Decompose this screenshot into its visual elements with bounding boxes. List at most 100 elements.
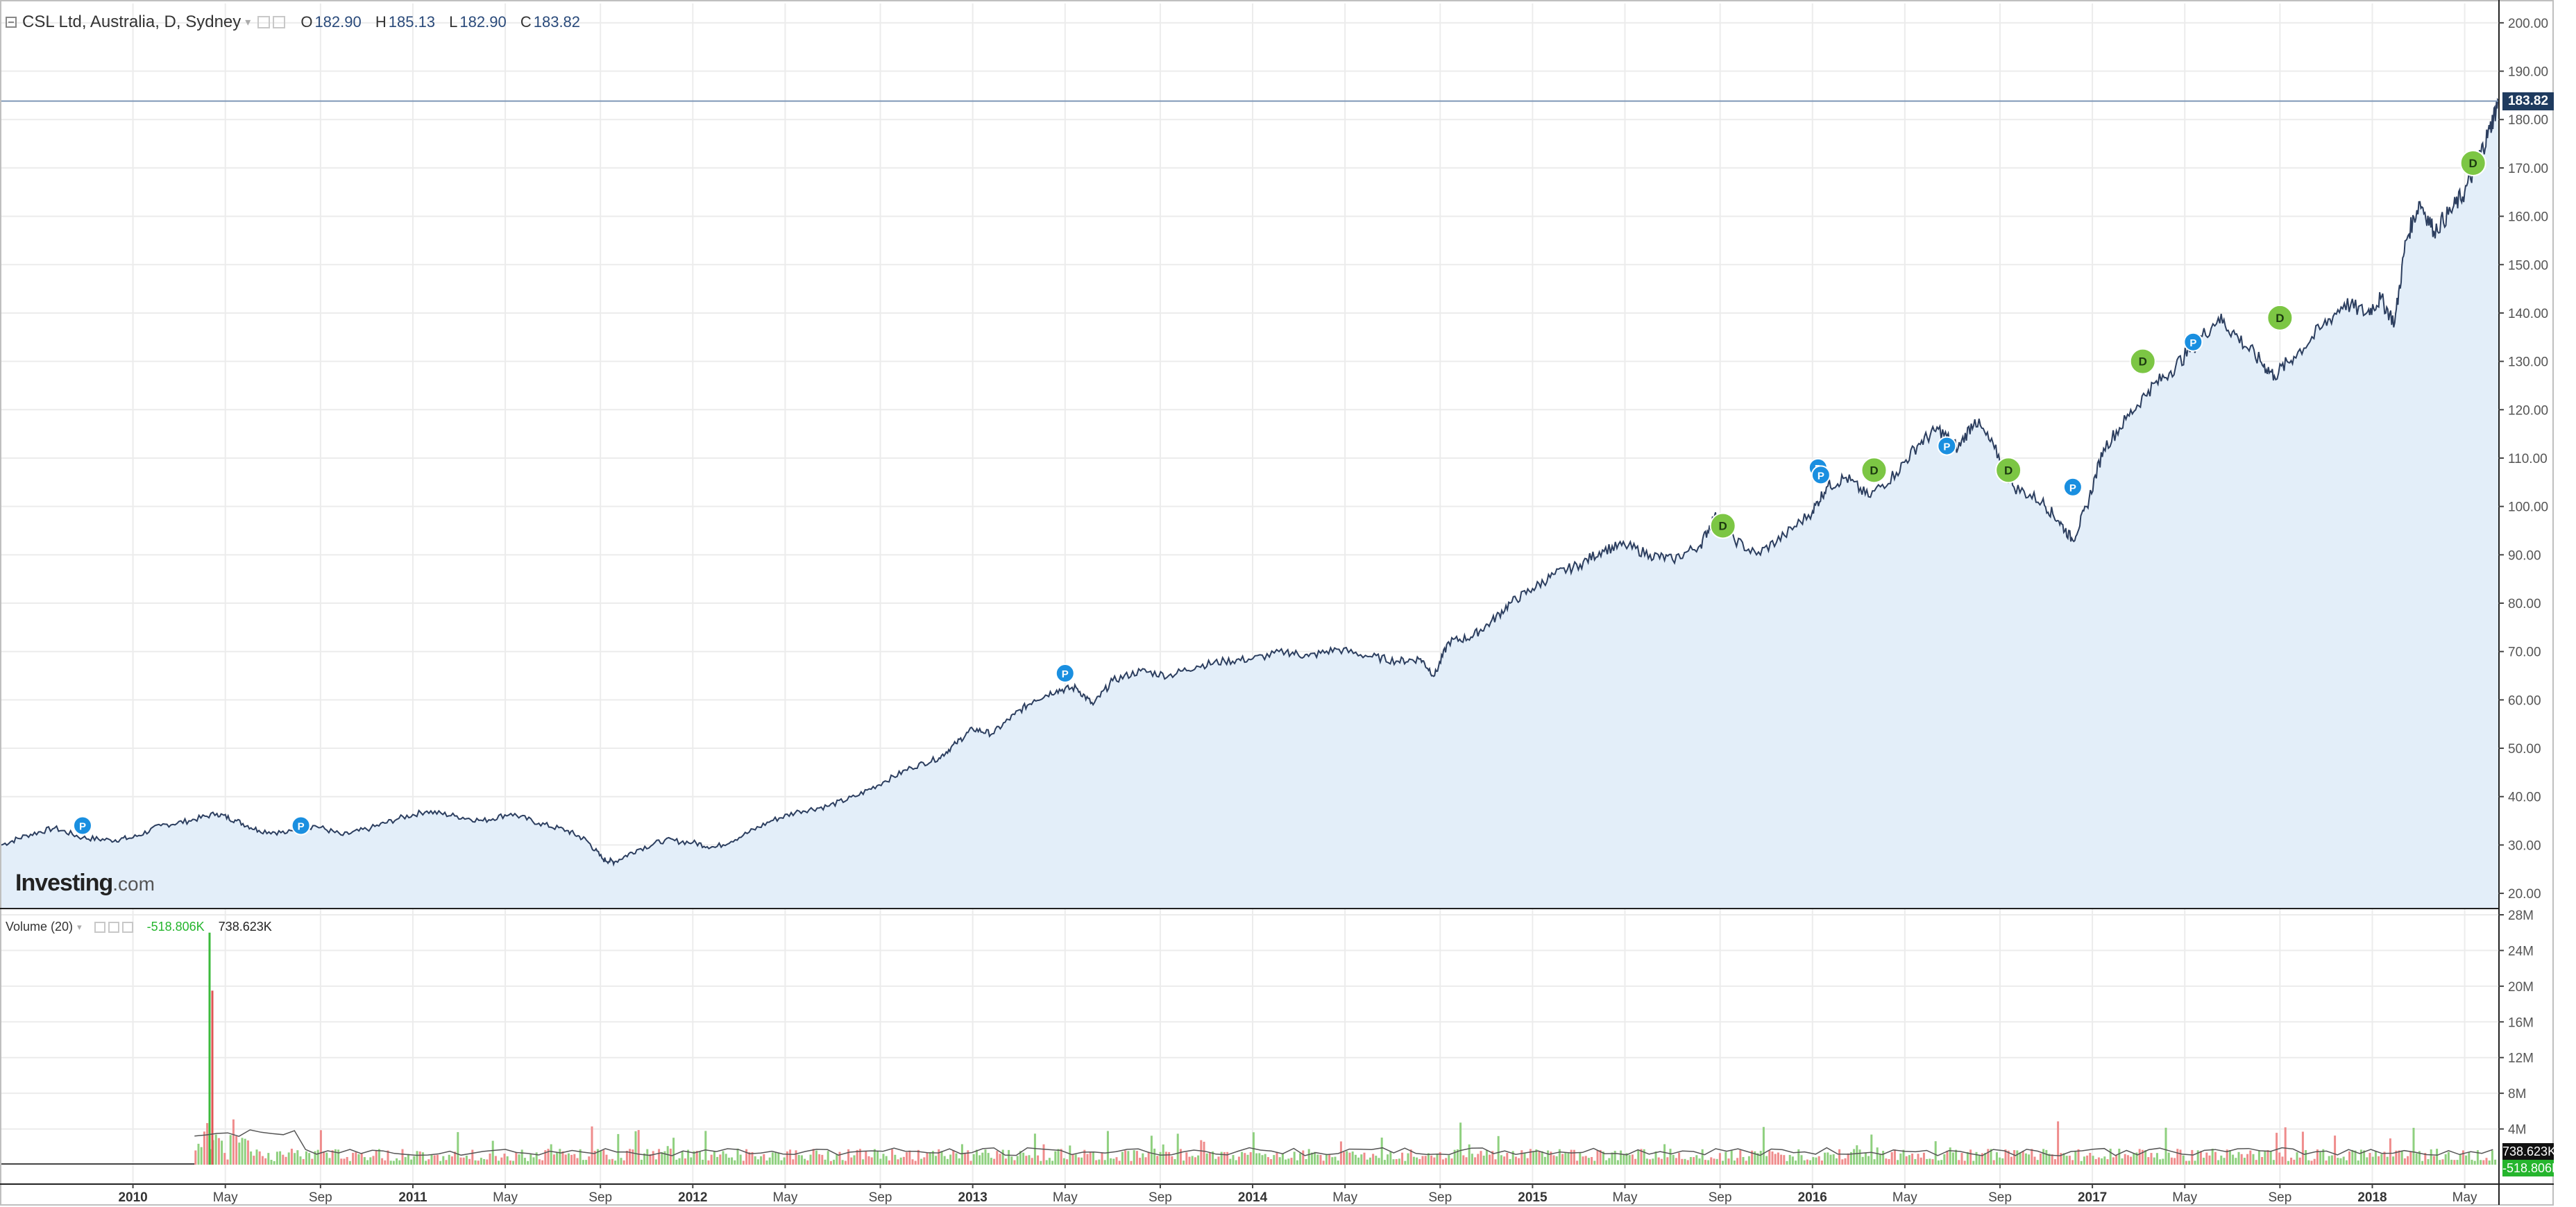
y-tick-label: 180.00: [2508, 113, 2548, 128]
volume-bar: [1745, 1160, 1747, 1165]
p-marker[interactable]: P: [1937, 436, 1957, 456]
volume-bar: [2436, 1149, 2439, 1165]
volume-bar: [194, 1150, 197, 1165]
dividend-marker[interactable]: D: [1995, 457, 2022, 484]
volume-bar: [2167, 1152, 2170, 1165]
marker-circle: [2266, 304, 2294, 331]
volume-bar: [806, 1160, 809, 1165]
volume-bar: [1086, 1154, 1089, 1165]
x-tick-label: 2014: [1238, 1190, 1268, 1205]
price-axis[interactable]: 200.00 190.00 180.00 170.00 160.00 150.00 140.…: [2498, 17, 2548, 902]
marker-circle: [2129, 348, 2156, 375]
volume-bar: [2301, 1131, 2304, 1165]
dividend-marker[interactable]: D: [2129, 348, 2156, 375]
volume-bar: [596, 1149, 599, 1165]
volume-bar: [1552, 1155, 1555, 1165]
volume-bar: [1179, 1149, 1182, 1165]
volume-bar: [498, 1160, 500, 1165]
p-marker[interactable]: P: [2183, 332, 2203, 352]
volume-bar: [547, 1149, 550, 1165]
volume-bar: [1450, 1158, 1453, 1165]
volume-bar: [2205, 1152, 2208, 1165]
volume-bar: [1445, 1158, 1448, 1165]
volume-axis[interactable]: 28M 24M 20M 16M 12M 8M 4M: [2498, 909, 2534, 1138]
volume-bar: [640, 1159, 643, 1165]
event-markers[interactable]: PPPDPPDPDPDPDD: [72, 149, 2486, 836]
volume-bar: [2071, 1160, 2074, 1165]
volume-bar: [1156, 1156, 1159, 1165]
volume-bar: [2389, 1138, 2391, 1165]
time-axis[interactable]: 2010 May Sep 2011 May Sep 2012 May Sep 2013 May Sep…: [118, 1184, 2477, 1205]
p-marker[interactable]: P: [2062, 477, 2083, 497]
volume-bar: [1273, 1155, 1276, 1165]
volume-bar: [2141, 1149, 2144, 1165]
volume-bar: [1605, 1160, 1608, 1165]
volume-bar: [2363, 1150, 2366, 1165]
volume-bar: [491, 1140, 494, 1165]
volume-bar: [1322, 1160, 1325, 1165]
volume-bar: [1276, 1151, 1278, 1165]
volume-bar: [340, 1158, 343, 1165]
volume-bar: [1077, 1157, 1080, 1165]
collapse-icon[interactable]: [6, 17, 17, 28]
volume-bar: [1733, 1160, 1736, 1165]
volume-bar: [894, 1154, 897, 1165]
volume-bar: [462, 1157, 465, 1165]
volume-bar: [363, 1157, 366, 1165]
volume-bar: [384, 1160, 387, 1165]
volume-bar: [1124, 1150, 1127, 1165]
volume-bar: [2392, 1156, 2395, 1165]
volume-bar: [858, 1149, 861, 1165]
volume-bar: [1173, 1159, 1176, 1165]
volume-title[interactable]: Volume (20): [6, 920, 74, 934]
volume-bar: [206, 1123, 209, 1165]
volume-bar: [1765, 1156, 1768, 1165]
volume-bar: [1401, 1152, 1404, 1165]
hide-icon[interactable]: [273, 16, 286, 28]
p-marker[interactable]: P: [1811, 465, 1831, 485]
volume-bar: [2246, 1154, 2249, 1165]
volume-bar: [430, 1155, 433, 1165]
volume-bar: [2330, 1155, 2333, 1165]
volume-bar: [410, 1159, 413, 1165]
volume-bar: [899, 1157, 902, 1165]
p-marker[interactable]: P: [72, 816, 92, 836]
volume-bar: [427, 1159, 430, 1165]
volume-bar: [876, 1151, 879, 1165]
volume-bar: [2494, 1159, 2497, 1165]
p-marker[interactable]: P: [291, 816, 311, 836]
volume-bar: [622, 1160, 625, 1165]
volume-bar: [1861, 1156, 1864, 1165]
volume-bar: [1427, 1153, 1430, 1165]
volume-bar: [608, 1159, 611, 1165]
close-icon[interactable]: [121, 921, 133, 933]
dividend-marker[interactable]: D: [1861, 457, 1888, 484]
volume-bar: [1106, 1131, 1109, 1165]
volume-bar: [2164, 1127, 2167, 1165]
settings-icon[interactable]: [257, 16, 271, 28]
volume-bar: [1307, 1149, 1310, 1165]
volume-bar: [2060, 1153, 2062, 1165]
volume-bar: [273, 1160, 276, 1165]
p-marker[interactable]: P: [1055, 664, 1075, 684]
volume-bar: [1841, 1159, 1844, 1165]
chart-legend: CSL Ltd, Australia, D, Sydney ▾ O 182.90 …: [6, 12, 590, 32]
volume-bar: [1042, 1144, 1045, 1165]
hide-icon[interactable]: [108, 921, 119, 933]
dividend-marker[interactable]: D: [1709, 512, 1736, 539]
chevron-down-icon[interactable]: ▾: [245, 17, 251, 28]
dividend-marker[interactable]: D: [2266, 304, 2294, 331]
settings-icon[interactable]: [94, 921, 105, 933]
volume-bar: [2028, 1154, 2031, 1165]
chevron-down-icon[interactable]: ▾: [77, 921, 82, 932]
volume-bar: [500, 1157, 503, 1165]
dividend-marker[interactable]: D: [2459, 149, 2486, 176]
volume-bar: [722, 1151, 724, 1165]
volume-bar: [1879, 1154, 1881, 1165]
volume-bar: [1922, 1152, 1925, 1165]
symbol-title[interactable]: CSL Ltd, Australia, D, Sydney: [22, 12, 242, 31]
volume-bar: [2400, 1150, 2403, 1165]
volume-bar: [1812, 1157, 1815, 1165]
